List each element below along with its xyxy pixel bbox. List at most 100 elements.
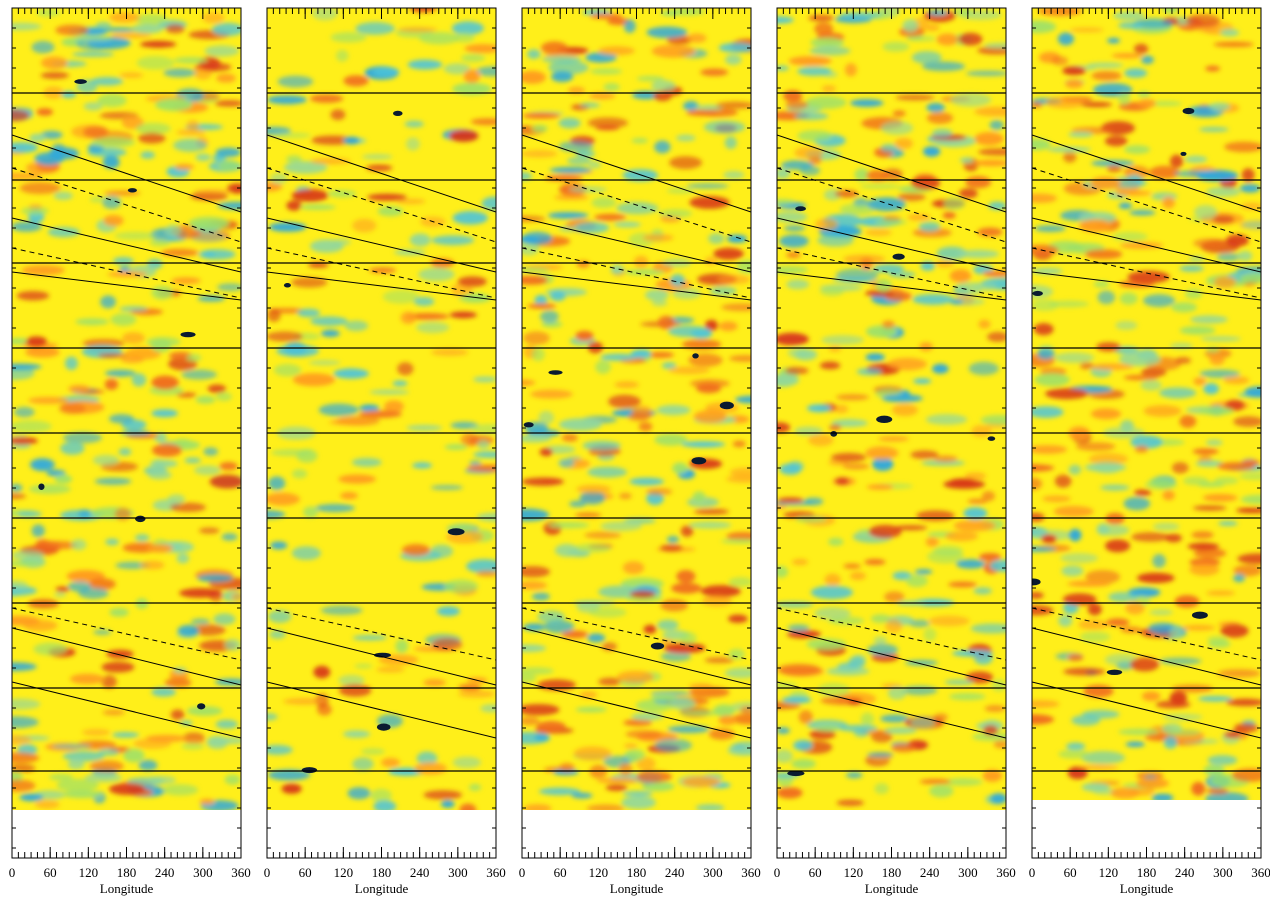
field-blob — [864, 290, 895, 297]
field-blob — [1032, 546, 1057, 552]
field-blob — [919, 342, 933, 352]
field-blob — [1241, 220, 1261, 230]
field-blob — [1196, 169, 1239, 182]
field-blob — [19, 793, 44, 802]
field-blob — [660, 10, 681, 17]
field-blob — [70, 673, 105, 685]
field-blob — [614, 381, 639, 389]
field-blob — [83, 102, 103, 111]
field-blob — [62, 750, 105, 762]
field-blob — [409, 8, 437, 13]
field-blob — [202, 12, 225, 24]
field-blob — [197, 573, 233, 583]
field-blob — [781, 696, 812, 704]
field-blob — [480, 704, 496, 713]
field-blob — [651, 299, 668, 307]
field-blob — [1165, 533, 1182, 543]
field-blob — [616, 201, 659, 215]
field-blob — [138, 759, 158, 771]
field-blob — [522, 267, 550, 273]
field-blob — [270, 541, 288, 550]
field-blob — [352, 635, 388, 641]
field-blob — [1237, 250, 1253, 262]
field-blob — [658, 209, 693, 218]
field-blob — [1169, 154, 1184, 168]
field-blob — [268, 476, 286, 491]
field-blob — [1207, 755, 1238, 766]
field-blob — [777, 422, 791, 433]
field-blob — [726, 234, 747, 243]
field-blob — [231, 592, 241, 602]
field-blob — [595, 360, 611, 374]
field-blob — [1084, 249, 1123, 260]
field-blob — [132, 23, 163, 34]
field-blob — [313, 665, 331, 679]
field-blob — [340, 492, 358, 500]
field-blob — [538, 787, 581, 796]
field-blob — [704, 319, 719, 332]
field-blob — [574, 222, 610, 234]
field-blob — [1118, 352, 1161, 367]
field-blob — [1117, 91, 1131, 106]
field-blob — [25, 336, 48, 347]
field-blob — [25, 347, 60, 358]
x-tick-label: 60 — [44, 865, 57, 880]
field-blob — [522, 673, 537, 683]
field-blob — [724, 667, 751, 679]
field-blob — [1129, 210, 1156, 216]
dark-spot — [447, 528, 465, 536]
solid-curve — [12, 271, 241, 301]
field-blob — [979, 552, 1002, 562]
field-blob — [926, 112, 954, 124]
field-blob — [692, 491, 706, 503]
field-blob — [370, 788, 392, 803]
field-blob — [140, 560, 165, 570]
field-blob — [466, 559, 496, 574]
field-blob — [181, 369, 217, 380]
field-blob — [151, 443, 183, 457]
field-blob — [963, 507, 988, 520]
field-blob — [1124, 145, 1151, 154]
field-blob — [935, 259, 955, 268]
field-blob — [271, 449, 312, 457]
field-blob — [1068, 131, 1093, 138]
field-blob — [1179, 265, 1204, 272]
field-blob — [112, 732, 140, 738]
field-blob — [1148, 477, 1174, 487]
field-blob — [867, 643, 899, 657]
field-blob — [84, 773, 123, 783]
field-blob — [358, 410, 402, 418]
field-blob — [1066, 742, 1086, 751]
field-blob — [47, 226, 80, 238]
field-blob — [366, 164, 393, 172]
field-blob — [1166, 728, 1201, 737]
field-blob — [398, 26, 438, 33]
dark-spot — [283, 283, 291, 288]
dashed-curve — [1032, 247, 1261, 299]
field-blob — [579, 691, 598, 699]
field-blob — [173, 57, 208, 64]
field-blob — [473, 376, 496, 383]
field-blob — [1198, 126, 1229, 133]
field-blob — [600, 521, 643, 532]
field-blob — [12, 221, 42, 232]
field-blob — [1118, 728, 1159, 736]
field-blob — [418, 267, 455, 282]
solid-curve — [12, 627, 241, 686]
field-blob — [522, 241, 540, 256]
field-blob — [547, 522, 590, 529]
field-blob — [406, 424, 443, 431]
field-blob — [959, 157, 974, 164]
field-blob — [715, 101, 751, 109]
field-blob — [215, 719, 238, 729]
field-blob — [1240, 202, 1261, 210]
field-blob — [576, 484, 611, 494]
field-blob — [809, 46, 851, 56]
field-blob — [1148, 101, 1183, 107]
field-blob — [1195, 460, 1224, 467]
field-blob — [115, 561, 150, 570]
field-blob — [12, 752, 40, 764]
field-blob — [314, 503, 355, 513]
field-blob — [214, 100, 241, 107]
field-blob — [1125, 601, 1145, 615]
